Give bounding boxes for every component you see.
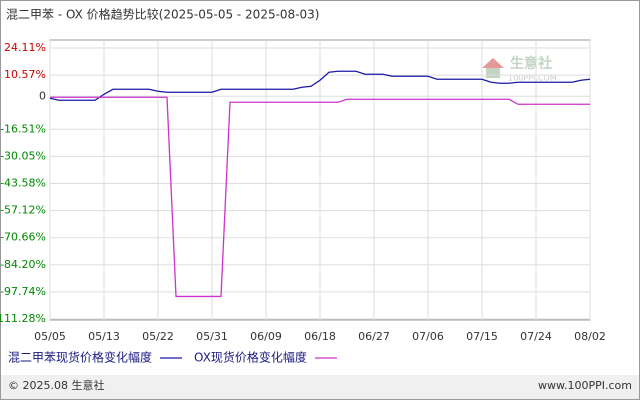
x-tick-label: 07/24 <box>520 330 552 343</box>
legend-label: 混二甲苯现货价格变化幅度 <box>8 350 152 365</box>
x-tick-label: 06/27 <box>358 330 390 343</box>
x-tick-label: 05/13 <box>88 330 120 343</box>
x-tick-label: 05/22 <box>142 330 174 343</box>
y-tick-label: -70.66% <box>0 231 46 244</box>
y-tick-label: 24.11% <box>4 41 46 54</box>
series-line <box>50 96 590 298</box>
y-tick-label: -57.12% <box>0 204 46 217</box>
x-tick-label: 07/15 <box>466 330 498 343</box>
x-tick-label: 06/09 <box>250 330 282 343</box>
x-tick-label: 06/18 <box>304 330 336 343</box>
watermark: 生意社 100PPI.COM <box>482 55 557 83</box>
x-tick-label: 08/02 <box>574 330 606 343</box>
series-line <box>49 70 591 101</box>
y-tick-label: -84.20% <box>0 258 46 271</box>
y-tick-label: 0 <box>39 89 46 102</box>
legend-label: OX现货价格变化幅度 <box>194 350 307 365</box>
footer-website: www.100PPI.com <box>538 379 632 392</box>
footer-copyright: © 2025.08 生意社 <box>8 378 104 392</box>
chart-title: 混二甲苯 - OX 价格趋势比较(2025-05-05 - 2025-08-03… <box>6 7 319 22</box>
watermark-icon <box>486 68 500 78</box>
watermark-name: 生意社 <box>510 55 552 72</box>
y-tick-label: -43.58% <box>0 176 46 189</box>
watermark-icon <box>482 58 504 68</box>
y-tick-label: -30.05% <box>0 149 46 162</box>
watermark-url: 100PPI.COM <box>508 74 557 83</box>
y-tick-label: -16.51% <box>0 122 46 135</box>
y-tick-label: -97.74% <box>0 285 46 298</box>
x-tick-label: 05/05 <box>34 330 66 343</box>
x-tick-label: 05/31 <box>196 330 228 343</box>
y-tick-label: 10.57% <box>4 68 46 81</box>
x-tick-label: 07/06 <box>412 330 444 343</box>
y-tick-label: -111.28% <box>0 312 46 325</box>
footer-bar <box>1 375 639 399</box>
